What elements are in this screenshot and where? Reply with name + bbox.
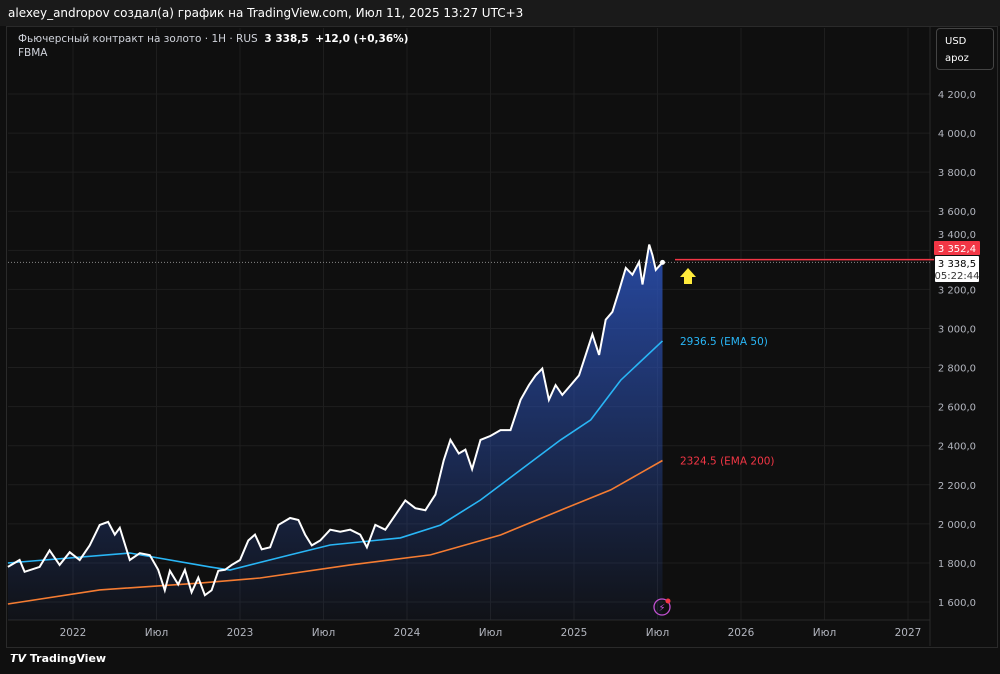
y-tick-label: 2 200,0 [938,481,976,492]
last-price-dot [660,259,666,265]
notification-dot [665,598,671,604]
indicator-name[interactable]: FBMA [18,47,48,59]
high-price-label: 3 352,4 [938,244,976,255]
x-tick-label: Июл [479,627,502,639]
price-area-fill [7,244,663,620]
last-price-badge [935,256,979,282]
x-tick-label: Июл [312,627,335,639]
x-tick-label: Июл [145,627,168,639]
high-price-badge [934,241,980,255]
y-tick-label: 3 600,0 [938,207,976,218]
currency-label: USD [945,36,967,47]
series-line-ema-50 [7,340,664,571]
lightning-icon [653,598,671,616]
x-tick-label: Июл [813,627,836,639]
x-tick-label: 2024 [394,627,421,639]
y-tick-label: 4 200,0 [938,90,976,101]
y-tick-label: 2 000,0 [938,520,976,531]
series-line-ema-200 [7,459,663,605]
y-tick-label: 2 400,0 [938,442,976,453]
ema-label: 2936.5 (EMA 50) [680,336,768,348]
currency-unit-button[interactable]: USD apoz [936,28,994,70]
y-tick-label: 1 600,0 [938,598,976,609]
y-tick-label: 3 400,0 [938,230,976,241]
last-price: 3 338,5 [264,33,309,45]
y-tick-label: 3 200,0 [938,285,976,296]
unit-label: apoz [945,53,969,64]
chart-attribution: alexey_andropov создал(а) график на Trad… [0,0,1000,26]
x-tick-label: 2022 [60,627,87,639]
brand-label: TradingView [29,652,107,665]
up-arrow-icon [680,268,696,284]
ema-label: 2324.5 (EMA 200) [680,455,775,467]
price-change: +12,0 (+0,36%) [315,33,409,45]
chart-legend: Фьючерсный контракт на золото · 1H · RUS… [18,32,408,60]
last-price-label: 3 338,5 [938,259,976,270]
y-tick-label: 2 600,0 [938,403,976,414]
logo-icon: 𝙏𝙑 [10,652,27,665]
series-line-price [7,244,664,597]
x-tick-label: 2025 [561,627,588,639]
y-tick-label: 1 800,0 [938,559,976,570]
x-tick-label: 2027 [895,627,922,639]
countdown-label: 05:22:44 [935,271,980,282]
symbol-info[interactable]: Фьючерсный контракт на золото · 1H · RUS [18,33,258,45]
lightning-glyph: ⚡ [658,603,665,614]
x-tick-label: 2026 [728,627,755,639]
x-tick-label: Июл [646,627,669,639]
y-tick-label: 3 800,0 [938,168,976,179]
y-tick-label: 2 800,0 [938,364,976,375]
y-tick-label: 3 000,0 [938,324,976,335]
y-tick-label: 4 000,0 [938,129,976,140]
tradingview-logo[interactable]: 𝙏𝙑 TradingView [10,652,106,665]
x-tick-label: 2023 [227,627,254,639]
